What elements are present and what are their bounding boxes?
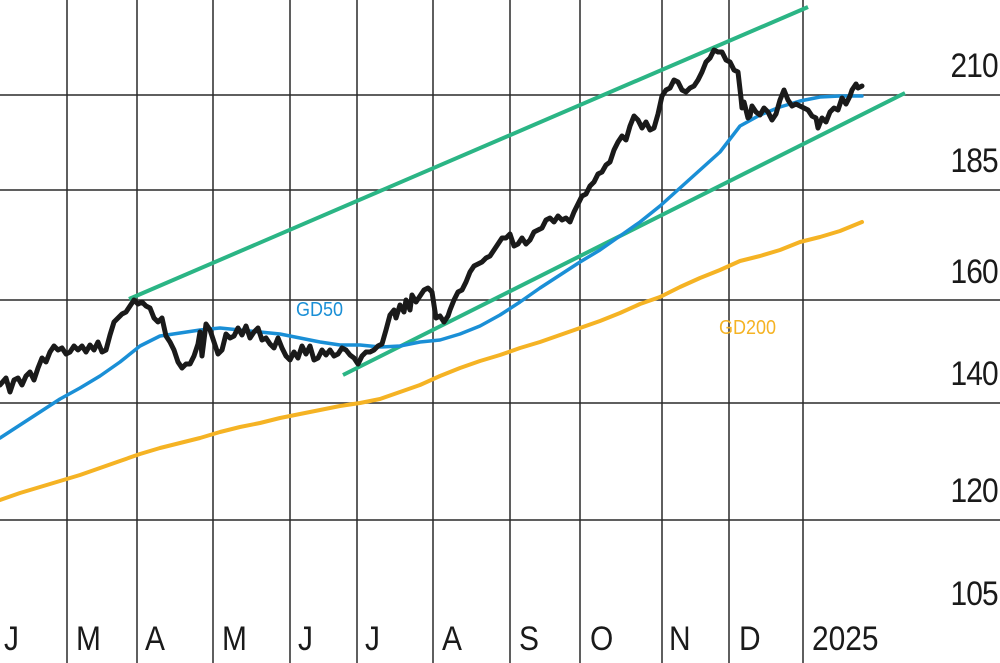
x-tick-aug: A: [442, 620, 462, 658]
y-tick-120: 120: [950, 472, 999, 510]
x-tick-2025: 2025: [812, 620, 879, 658]
y-tick-105: 105: [950, 575, 999, 613]
x-tick-apr: A: [145, 620, 165, 658]
x-tick-jul: J: [365, 620, 380, 658]
x-tick-nov: N: [669, 620, 691, 658]
gd200-label: GD200: [719, 317, 777, 339]
upper-trend-channel-line: [128, 5, 809, 301]
x-tick-dec: D: [739, 620, 761, 658]
x-tick-jun: J: [298, 620, 313, 658]
x-tick-may: M: [222, 620, 247, 658]
gd200-line: [0, 220, 864, 502]
y-tick-140: 140: [950, 355, 999, 393]
x-tick-jan: J: [4, 620, 19, 658]
price-line: [0, 47, 865, 395]
y-tick-185: 185: [950, 142, 999, 180]
y-tick-160: 160: [950, 253, 999, 291]
gd50-label: GD50: [296, 299, 344, 321]
y-tick-210: 210: [950, 47, 999, 85]
gd50-line: [0, 94, 864, 440]
x-tick-mar: M: [76, 620, 101, 658]
x-tick-oct: O: [590, 620, 614, 658]
x-tick-sep: S: [519, 620, 539, 658]
